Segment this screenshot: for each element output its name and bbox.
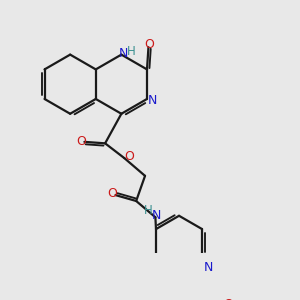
Text: N: N xyxy=(119,46,128,60)
Text: O: O xyxy=(76,135,86,148)
Text: N: N xyxy=(204,261,213,274)
Text: O: O xyxy=(144,38,154,51)
Text: O: O xyxy=(124,150,134,163)
Text: O: O xyxy=(224,298,233,300)
Text: H: H xyxy=(127,45,135,58)
Text: O: O xyxy=(107,187,117,200)
Text: H: H xyxy=(144,204,152,217)
Text: N: N xyxy=(148,94,157,107)
Text: N: N xyxy=(152,209,161,222)
